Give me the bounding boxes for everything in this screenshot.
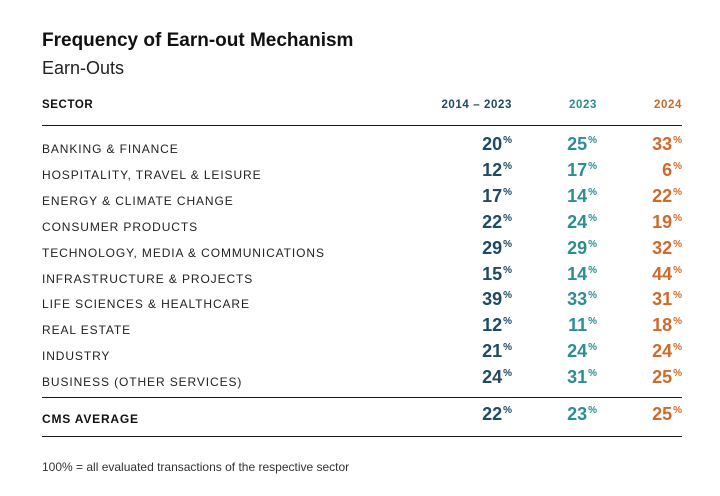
sector-label: CONSUMER PRODUCTS (42, 219, 198, 234)
value-2014-2023: 12% (482, 315, 512, 336)
sector-label: TECHNOLOGY, MEDIA & COMMUNICATIONS (42, 245, 325, 260)
table-row: BUSINESS (OTHER SERVICES) 24% 31% 25% (42, 367, 682, 393)
value-2024: 33% (652, 134, 682, 154)
sector-label: LIFE SCIENCES & HEALTHCARE (42, 297, 250, 312)
value-2023: 14% (567, 185, 597, 206)
value-2023: 11% (568, 315, 597, 336)
value-2024: 6% (662, 159, 682, 180)
page-title: Frequency of Earn-out Mechanism (42, 30, 354, 51)
average-bottom-rule (42, 436, 682, 437)
value-2014-2023: 12% (482, 159, 512, 180)
sector-label: BANKING & FINANCE (42, 142, 179, 156)
value-2024: 31% (652, 289, 682, 310)
value-2024: 18% (652, 315, 682, 336)
average-label: CMS AVERAGE (42, 412, 139, 426)
value-2014-2023: 17% (482, 185, 512, 206)
header-2014-2023: 2014 – 2023 (441, 99, 512, 111)
table-row: CONSUMER PRODUCTS 22% 24% 19% (42, 212, 682, 238)
average-value-2014-2023: 22% (482, 404, 512, 424)
table-row: BANKING & FINANCE 20% 25% 33% (42, 134, 682, 160)
header-2024: 2024 (654, 99, 682, 111)
sector-label: BUSINESS (OTHER SERVICES) (42, 375, 243, 390)
value-2023: 14% (567, 263, 597, 284)
page-subtitle: Earn-Outs (42, 58, 125, 78)
header-sector: SECTOR (42, 99, 94, 111)
table-row: LIFE SCIENCES & HEALTHCARE 39% 33% 31% (42, 289, 682, 315)
table-row: REAL ESTATE 12% 11% 18% (42, 315, 682, 341)
value-2014-2023: 22% (482, 211, 512, 232)
value-2023: 29% (567, 237, 597, 258)
value-2014-2023: 21% (482, 341, 512, 362)
table-row: HOSPITALITY, TRAVEL & LEISURE 12% 17% 6% (42, 160, 682, 186)
average-top-rule (42, 397, 682, 398)
header-2023: 2023 (569, 99, 597, 111)
value-2024: 44% (652, 263, 682, 284)
header-rule (42, 125, 682, 126)
sector-label: INFRASTRUCTURE & PROJECTS (42, 271, 254, 286)
value-2014-2023: 29% (482, 237, 512, 258)
value-2014-2023: 15% (482, 263, 512, 284)
average-row: CMS AVERAGE 22% 23% 25% (42, 404, 682, 430)
table-row: INFRASTRUCTURE & PROJECTS 15% 14% 44% (42, 264, 682, 290)
value-2014-2023: 24% (482, 367, 512, 388)
footnote: 100% = all evaluated transactions of the… (42, 460, 350, 474)
sector-label: REAL ESTATE (42, 323, 132, 338)
value-2014-2023: 39% (482, 289, 512, 310)
value-2023: 17% (567, 159, 597, 180)
value-2023: 25% (567, 134, 597, 154)
average-value-2024: 25% (652, 404, 682, 424)
value-2024: 22% (652, 185, 682, 206)
value-2024: 25% (652, 367, 682, 388)
value-2024: 32% (652, 237, 682, 258)
table-row: ENERGY & CLIMATE CHANGE 17% 14% 22% (42, 186, 682, 212)
value-2014-2023: 20% (482, 134, 512, 154)
table-row: INDUSTRY 21% 24% 24% (42, 341, 682, 367)
sector-label: HOSPITALITY, TRAVEL & LEISURE (42, 167, 262, 182)
sector-label: ENERGY & CLIMATE CHANGE (42, 193, 234, 208)
table-row: TECHNOLOGY, MEDIA & COMMUNICATIONS 29% 29%… (42, 238, 682, 264)
value-2024: 24% (652, 341, 682, 362)
value-2023: 24% (567, 211, 597, 232)
value-2023: 31% (567, 367, 597, 388)
sector-label: INDUSTRY (42, 349, 111, 364)
value-2024: 19% (652, 211, 682, 232)
value-2023: 33% (567, 289, 597, 310)
value-2023: 24% (567, 341, 597, 362)
average-value-2023: 23% (567, 404, 597, 424)
